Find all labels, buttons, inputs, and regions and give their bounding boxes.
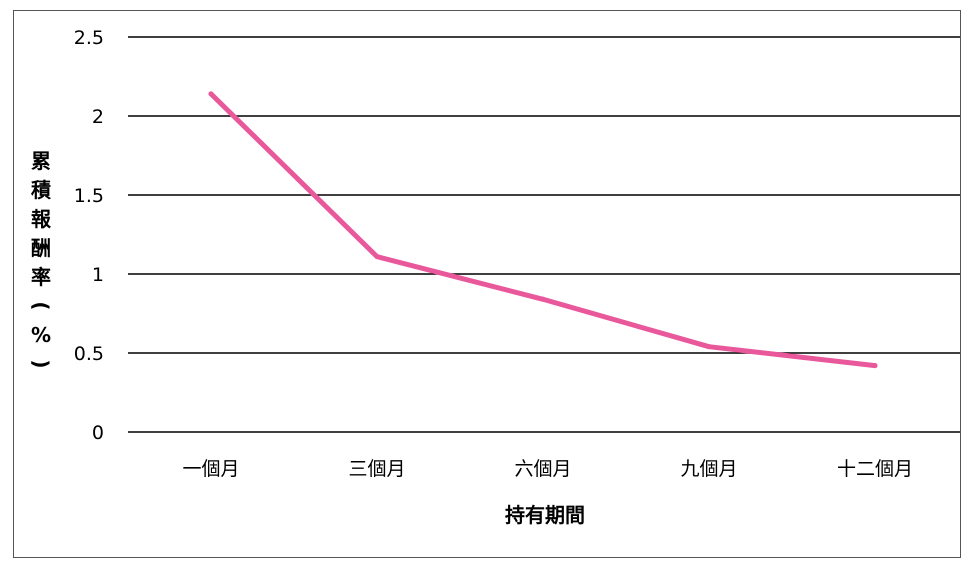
data-point	[706, 344, 712, 350]
data-point	[374, 254, 380, 260]
y-tick-label: 0.5	[74, 343, 104, 365]
x-tick-labels: 一個月 三個月 六個月 九個月 十二個月	[182, 458, 913, 480]
data-point	[540, 296, 546, 302]
y-axis-title-char: 報	[31, 207, 52, 231]
series-line	[208, 91, 878, 369]
y-tick-labels: 0 0.5 1 1.5 2 2.5	[74, 27, 104, 444]
x-tick-label: 六個月	[514, 458, 571, 480]
y-axis-title-char: 酬	[31, 236, 51, 260]
data-point	[208, 91, 214, 97]
y-axis-title-char: 率	[31, 265, 51, 289]
x-tick-label: 一個月	[182, 458, 239, 480]
y-axis-title-char: %	[31, 323, 51, 347]
series-layer	[208, 91, 878, 369]
y-axis-title-char: 積	[31, 178, 52, 202]
y-tick-label: 1.5	[74, 185, 104, 207]
y-axis-title-char: )	[29, 359, 53, 368]
y-tick-label: 0	[92, 422, 104, 444]
y-axis-title-char: 累	[31, 149, 51, 173]
y-axis-title-char: (	[29, 301, 53, 310]
x-tick-label: 三個月	[348, 458, 405, 480]
data-point	[872, 363, 878, 369]
y-tick-label: 1	[92, 264, 104, 286]
x-tick-label: 十二個月	[837, 458, 913, 480]
y-tick-label: 2	[92, 106, 104, 128]
y-tick-label: 2.5	[74, 27, 104, 49]
gridlines	[128, 36, 960, 433]
x-axis-title: 持有期間	[505, 503, 585, 527]
x-tick-label: 九個月	[680, 458, 737, 480]
